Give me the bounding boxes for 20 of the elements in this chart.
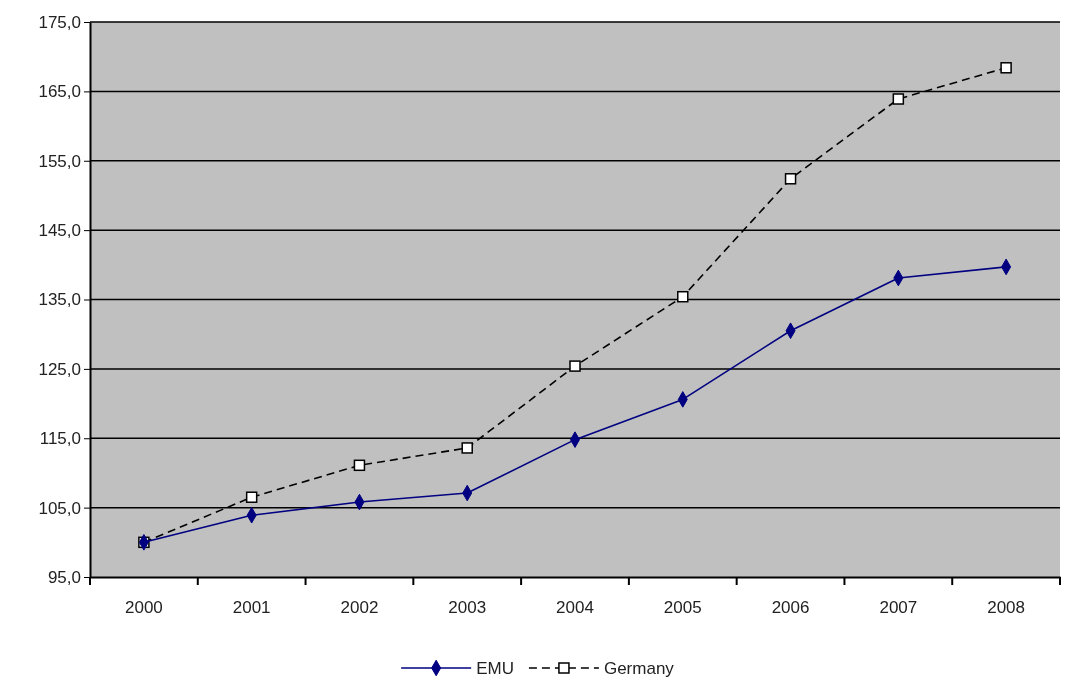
y-tick-label: 135,0 [38,290,81,310]
x-tick-label: 2007 [879,598,918,618]
legend-label: EMU [476,659,514,678]
y-tick-label: 105,0 [38,498,81,518]
x-tick-label: 2008 [987,598,1026,618]
y-tick-label: 95,0 [47,567,81,587]
x-tick-label: 2003 [448,598,487,618]
y-tick-label: 155,0 [38,151,81,171]
x-tick-label: 2000 [124,598,163,618]
y-tick-label: 115,0 [39,429,81,449]
legend-label: Germany [603,659,675,678]
x-tick-label: 2004 [556,598,594,618]
y-tick-label: 175,0 [38,12,81,32]
x-tick-label: 2005 [663,598,702,618]
x-tick-label: 2006 [771,598,810,618]
x-tick-label: 2001 [232,598,271,618]
y-tick-label: 165,0 [38,82,81,102]
x-tick-label: 2002 [340,598,379,618]
y-tick-label: 125,0 [38,359,81,379]
y-tick-label: 145,0 [38,221,81,241]
